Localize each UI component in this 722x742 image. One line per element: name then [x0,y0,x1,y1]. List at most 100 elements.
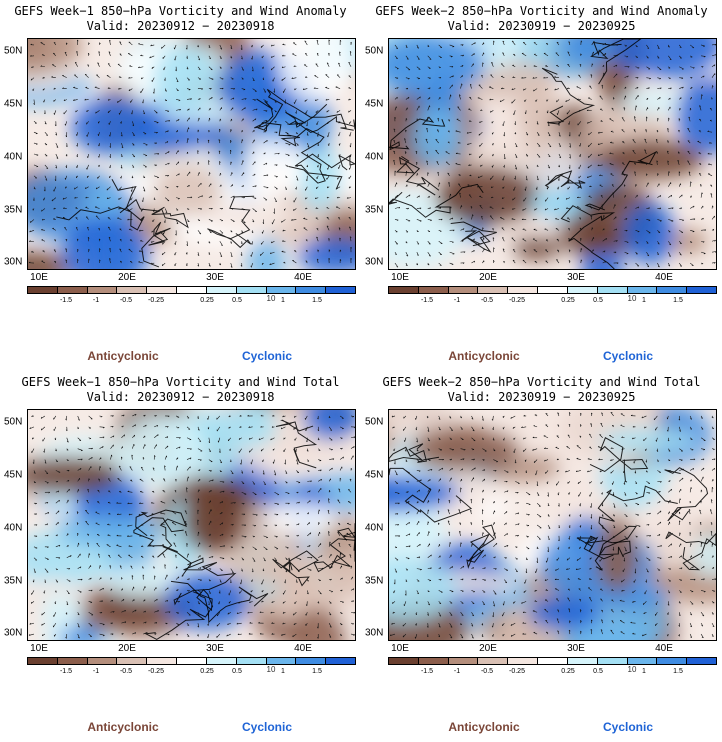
map-canvas [28,39,355,269]
colorbar-tick: 0.25 [200,668,214,675]
colorbar-swatch [508,287,539,293]
colorbar-tick: 0.5 [593,668,603,675]
lat-label: 30N [4,256,23,268]
colorbar-swatch [266,658,297,664]
colorbar-swatch [177,658,207,664]
map-panel: GEFS Week−1 850−hPa Vorticity and Wind T… [0,371,361,742]
panel-title-text: GEFS Week−1 850−hPa Vorticity and Wind A… [14,4,347,18]
colorbar-tick: -1 [92,668,100,675]
colorbar-swatch [326,287,355,293]
lat-label: 35N [365,575,384,587]
colorbar-swatch [236,287,267,293]
panel-title: GEFS Week−1 850−hPa Vorticity and Wind A… [0,4,361,34]
lat-label: 45N [4,98,23,110]
lon-label: 30E [206,643,224,654]
lat-label: 45N [4,469,23,481]
colorbar-swatch [87,287,118,293]
lat-label: 30N [365,256,384,268]
colorbar-tick: 1.5 [312,297,322,304]
panel-title-text: GEFS Week−2 850−hPa Vorticity and Wind A… [375,4,708,18]
colorbar-tick: -0.5 [119,297,133,304]
colorbar-swatch [418,287,449,293]
panel-title-text: GEFS Week−2 850−hPa Vorticity and Wind T… [382,375,701,389]
colorbar-swatch [448,658,479,664]
map-canvas [389,410,716,640]
anticyclonic-label: Anticyclonic [87,349,159,363]
colorbar-tick: 0.25 [561,297,575,304]
lon-label: 40E [655,643,673,654]
colorbar-swatch [28,287,58,293]
colorbar-swatch [117,658,148,664]
vorticity-map [388,38,717,270]
colorbar-swatch [657,287,688,293]
lon-label: 20E [118,643,136,654]
colorbar-swatch [538,658,568,664]
colorbar-units: 10 [627,665,637,674]
map-panel: GEFS Week−1 850−hPa Vorticity and Wind A… [0,0,361,371]
panel-valid-text: Valid: 20230919 − 20230925 [447,390,636,404]
colorbar-swatch [478,287,509,293]
panel-valid-text: Valid: 20230919 − 20230925 [447,19,636,33]
colorbar-tick: -0.5 [480,297,494,304]
colorbar-swatch [296,287,327,293]
colorbar-swatch [296,658,327,664]
lon-label: 40E [294,272,312,283]
colorbar-swatch [236,658,267,664]
lat-label: 45N [365,469,384,481]
colorbar-swatch [266,287,297,293]
lon-label: 10E [30,272,48,283]
colorbar-swatch [389,658,419,664]
colorbar-swatch [597,287,628,293]
panel-title: GEFS Week−2 850−hPa Vorticity and Wind T… [361,375,722,405]
vorticity-map [388,409,717,641]
lat-label: 50N [4,45,23,57]
lat-label: 50N [365,416,384,428]
colorbar-swatch [87,658,118,664]
anticyclonic-label: Anticyclonic [448,720,520,734]
colorbar-swatch [117,287,148,293]
colorbar-swatch [206,287,237,293]
colorbar [388,286,717,294]
lat-label: 40N [365,151,384,163]
colorbar-tick: -1.5 [59,668,73,675]
colorbar-tick: -0.5 [119,668,133,675]
lon-label: 20E [118,272,136,283]
vorticity-map [27,409,356,641]
colorbar-tick: -1 [453,297,461,304]
colorbar-units: 10 [266,294,276,303]
lon-label: 20E [479,272,497,283]
colorbar-tick: -1.5 [59,297,73,304]
colorbar-swatch [567,287,598,293]
lon-label: 10E [391,643,409,654]
colorbar-swatch [147,658,178,664]
colorbar-tick: 1 [642,668,646,675]
colorbar [27,286,356,294]
lon-label: 30E [567,272,585,283]
colorbar-swatch [597,658,628,664]
colorbar-tick: 1 [281,668,285,675]
lat-label: 35N [365,204,384,216]
lat-label: 30N [4,627,23,639]
panel-title: GEFS Week−1 850−hPa Vorticity and Wind T… [0,375,361,405]
colorbar-tick: 1.5 [312,668,322,675]
colorbar-swatch [478,658,509,664]
colorbar-tick: -1 [92,297,100,304]
colorbar-tick: -1.5 [420,668,434,675]
cyclonic-label: Cyclonic [241,720,293,734]
colorbar-swatch [508,658,539,664]
lon-label: 30E [567,643,585,654]
colorbar-swatch [657,658,688,664]
colorbar-units: 10 [627,294,637,303]
colorbar-tick: -0.25 [148,668,164,675]
colorbar-tick: 0.5 [593,297,603,304]
colorbar [27,657,356,665]
colorbar-swatch [627,658,658,664]
colorbar-swatch [147,287,178,293]
lat-label: 40N [4,522,23,534]
anticyclonic-label: Anticyclonic [448,349,520,363]
colorbar-tick: 1.5 [673,668,683,675]
lon-label: 40E [294,643,312,654]
colorbar-swatch [627,287,658,293]
colorbar-tick: -1.5 [420,297,434,304]
colorbar-tick: -0.5 [480,668,494,675]
